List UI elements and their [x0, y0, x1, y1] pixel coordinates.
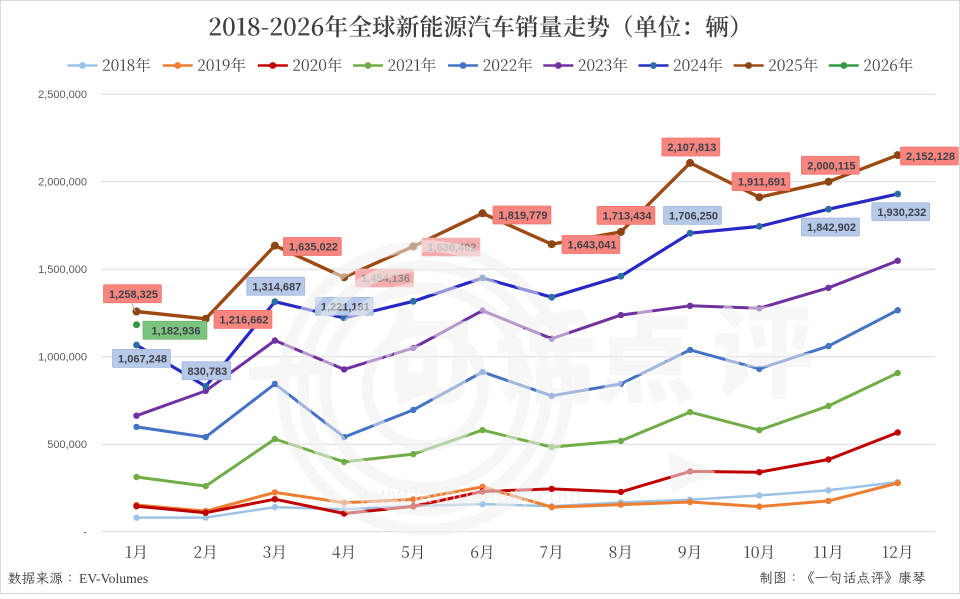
svg-text:EV-Volumes: EV-Volumes [79, 571, 148, 586]
svg-text:1,314,687: 1,314,687 [252, 281, 301, 293]
svg-text:500,000: 500,000 [47, 439, 87, 451]
svg-text:1,930,232: 1,930,232 [877, 207, 926, 219]
svg-text:2,000,115: 2,000,115 [807, 160, 855, 172]
svg-text:830,783: 830,783 [188, 366, 228, 378]
svg-text:www.jayhuadaily.com: www.jayhuadaily.com [357, 483, 582, 508]
svg-text:1,911,691: 1,911,691 [738, 177, 786, 189]
svg-text:2,152,128: 2,152,128 [906, 151, 955, 163]
svg-text:1,713,434: 1,713,434 [603, 211, 653, 223]
svg-text:2,500,000: 2,500,000 [38, 89, 87, 101]
svg-text:1,819,779: 1,819,779 [499, 210, 548, 222]
svg-text:1,067,248: 1,067,248 [118, 354, 167, 366]
svg-text:1,258,325: 1,258,325 [109, 289, 158, 301]
svg-text:1,000,000: 1,000,000 [38, 352, 87, 364]
svg-text:1,842,902: 1,842,902 [807, 222, 856, 234]
svg-text:1,500,000: 1,500,000 [38, 264, 87, 276]
svg-text:2,107,813: 2,107,813 [667, 142, 716, 154]
svg-text:-: - [83, 527, 87, 539]
svg-text:1,706,250: 1,706,250 [669, 211, 718, 223]
svg-text:1,182,936: 1,182,936 [152, 325, 201, 337]
svg-text:1,216,662: 1,216,662 [220, 315, 269, 327]
svg-text:1,635,022: 1,635,022 [289, 242, 338, 254]
svg-text:1,643,041: 1,643,041 [568, 240, 617, 252]
svg-text:2,000,000: 2,000,000 [38, 177, 87, 189]
